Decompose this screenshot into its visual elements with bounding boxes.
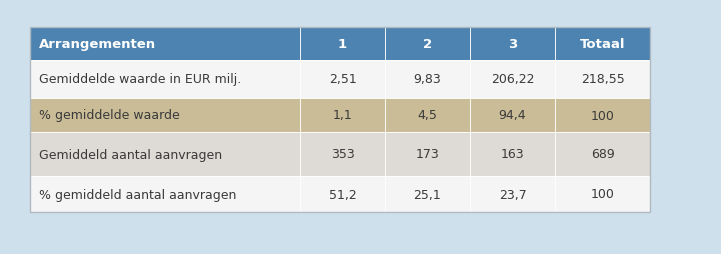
Text: 100: 100 (590, 188, 614, 201)
Bar (555, 99, 650, 133)
Bar (30, 28, 650, 212)
Text: 2: 2 (423, 38, 432, 51)
Text: 1: 1 (338, 38, 347, 51)
Bar (470, 28, 555, 61)
Bar (385, 176, 470, 212)
Bar (30, 28, 300, 61)
Bar (385, 133, 470, 176)
Bar (300, 99, 385, 133)
Bar (470, 99, 555, 133)
Text: 51,2: 51,2 (329, 188, 356, 201)
Text: 163: 163 (500, 148, 524, 161)
Text: 2,51: 2,51 (329, 73, 356, 86)
Text: 9,83: 9,83 (414, 73, 441, 86)
Text: Gemiddelde waarde in EUR milj.: Gemiddelde waarde in EUR milj. (39, 73, 242, 86)
Text: Arrangementen: Arrangementen (39, 38, 156, 51)
Text: % gemiddelde waarde: % gemiddelde waarde (39, 109, 180, 122)
Text: 206,22: 206,22 (491, 73, 534, 86)
Bar (555, 133, 650, 176)
Text: 353: 353 (331, 148, 355, 161)
Text: 4,5: 4,5 (417, 109, 438, 122)
Text: 689: 689 (590, 148, 614, 161)
Bar (30, 99, 300, 133)
Text: 218,55: 218,55 (580, 73, 624, 86)
Bar (300, 176, 385, 212)
Text: 25,1: 25,1 (414, 188, 441, 201)
Text: 3: 3 (508, 38, 517, 51)
Bar (30, 176, 300, 212)
Bar (300, 133, 385, 176)
Text: 173: 173 (415, 148, 439, 161)
Text: 23,7: 23,7 (499, 188, 526, 201)
Bar (555, 28, 650, 61)
Bar (470, 133, 555, 176)
Bar (300, 28, 385, 61)
Bar (470, 61, 555, 99)
Bar (30, 133, 300, 176)
Text: % gemiddeld aantal aanvragen: % gemiddeld aantal aanvragen (39, 188, 236, 201)
Bar (555, 61, 650, 99)
Bar (470, 176, 555, 212)
Bar (385, 99, 470, 133)
Bar (385, 61, 470, 99)
Bar (385, 28, 470, 61)
Text: 100: 100 (590, 109, 614, 122)
Bar (555, 176, 650, 212)
Text: Gemiddeld aantal aanvragen: Gemiddeld aantal aanvragen (39, 148, 222, 161)
Text: Totaal: Totaal (580, 38, 625, 51)
Text: 1,1: 1,1 (332, 109, 353, 122)
Bar (300, 61, 385, 99)
Text: 94,4: 94,4 (499, 109, 526, 122)
Bar (30, 61, 300, 99)
